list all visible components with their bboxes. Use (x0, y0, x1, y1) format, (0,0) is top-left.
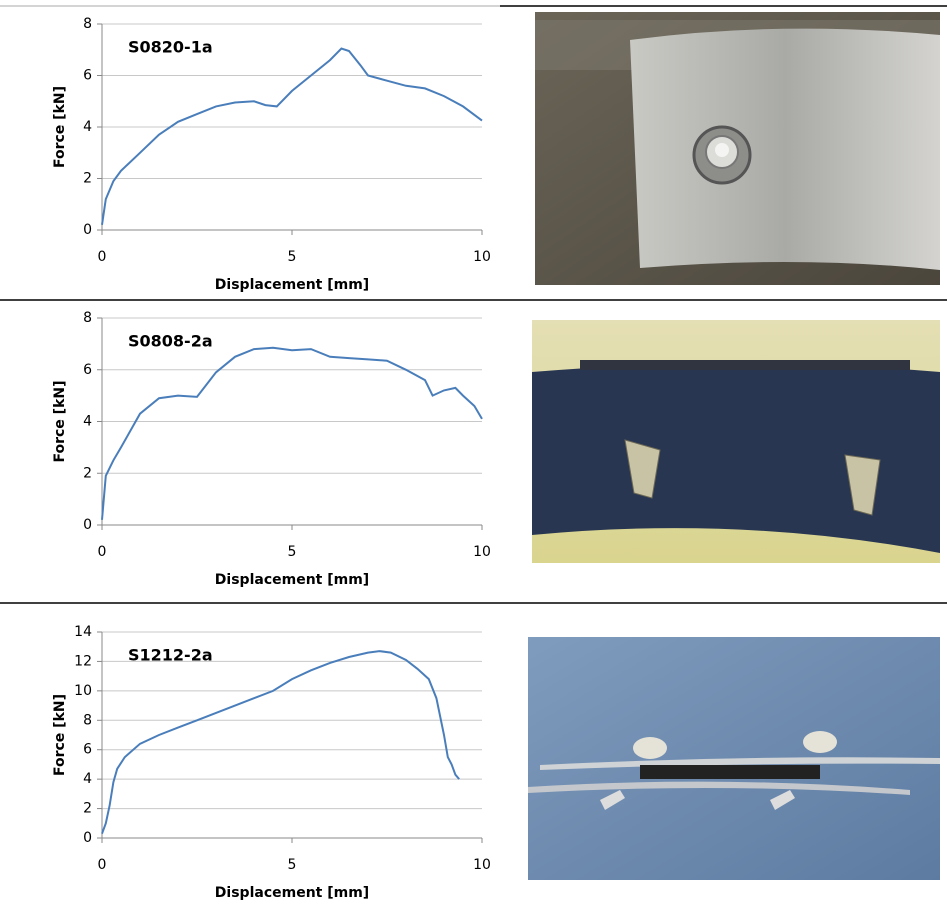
y-tick-label: 2 (83, 171, 92, 187)
y-tick-label: 0 (83, 517, 92, 533)
y-tick-label: 0 (83, 830, 92, 846)
x-tick-label: 0 (98, 544, 107, 560)
y-axis-label: Force [kN] (52, 694, 68, 776)
photo (535, 12, 940, 285)
y-tick-label: 2 (83, 801, 92, 817)
data-line (102, 348, 482, 520)
x-tick-label: 10 (473, 249, 491, 265)
y-tick-label: 8 (83, 310, 92, 326)
figure: 0 2 4 6 8 0 5 10 S0820-1a Displacement [mm] Force … (0, 0, 947, 906)
y-tick-label: 4 (83, 414, 92, 430)
x-tick-label: 5 (288, 249, 297, 265)
y-tick-label: 6 (83, 68, 92, 84)
y-tick-label: 10 (74, 683, 92, 699)
x-tick-label: 5 (288, 857, 297, 873)
x-tick-label: 10 (473, 544, 491, 560)
y-tick-label: 8 (83, 712, 92, 728)
x-tick-label: 0 (98, 249, 107, 265)
y-tick-label: 4 (83, 771, 92, 787)
y-tick-label: 2 (83, 465, 92, 481)
x-tick-label: 5 (288, 544, 297, 560)
photo (532, 320, 940, 563)
chart-title: S0808-2a (128, 332, 213, 351)
data-line (102, 49, 482, 225)
y-tick-label: 12 (74, 653, 92, 669)
x-tick-label: 0 (98, 857, 107, 873)
chart-title: S0820-1a (128, 38, 213, 57)
data-line (102, 651, 459, 834)
x-axis-label: Displacement [mm] (215, 277, 369, 293)
y-tick-label: 14 (74, 624, 92, 640)
x-axis-label: Displacement [mm] (215, 572, 369, 588)
y-tick-label: 6 (83, 742, 92, 758)
x-tick-label: 10 (473, 857, 491, 873)
y-tick-label: 6 (83, 362, 92, 378)
chart-title: S1212-2a (128, 646, 213, 665)
y-tick-label: 8 (83, 16, 92, 32)
x-axis-label: Displacement [mm] (215, 885, 369, 901)
photo (528, 637, 940, 880)
y-axis-label: Force [kN] (52, 380, 68, 462)
y-axis-label: Force [kN] (52, 86, 68, 168)
y-tick-label: 4 (83, 119, 92, 135)
y-tick-label: 0 (83, 222, 92, 238)
